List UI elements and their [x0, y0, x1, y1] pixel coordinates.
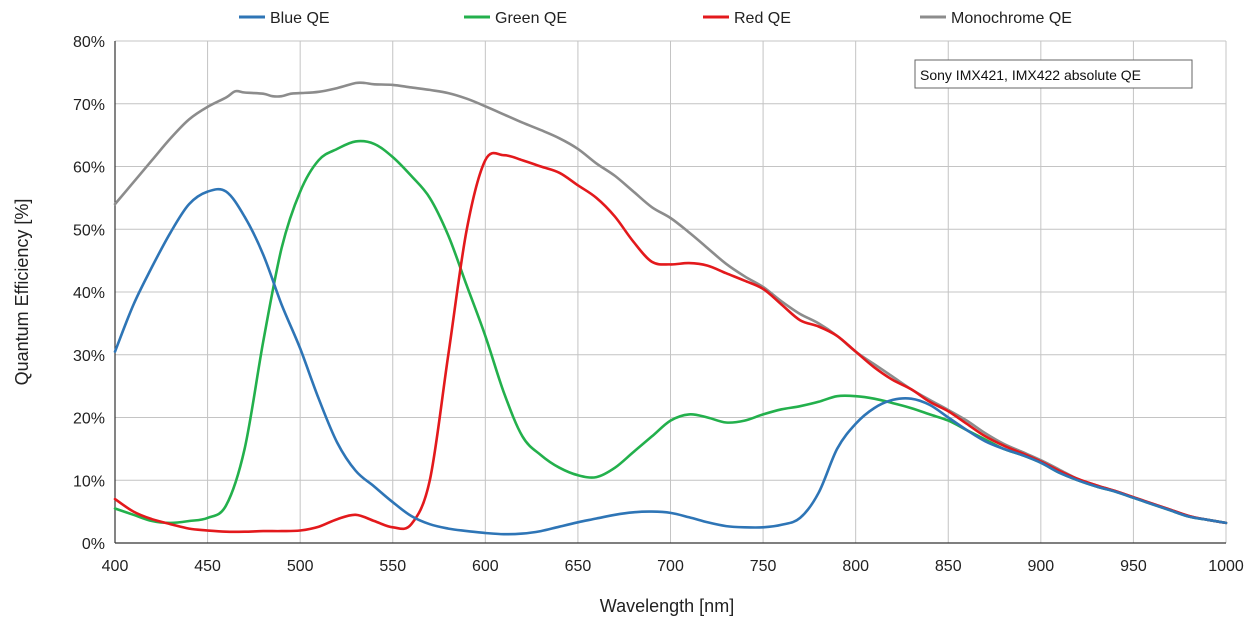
x-tick-label: 550 — [379, 558, 406, 575]
legend-label: Blue QE — [270, 10, 330, 27]
y-tick-label: 30% — [73, 348, 105, 365]
y-tick-label: 50% — [73, 222, 105, 239]
x-tick-label: 850 — [935, 558, 962, 575]
legend: Blue QE Green QE Red QE Monochrome QE — [239, 10, 1072, 27]
x-tick-label: 800 — [842, 558, 869, 575]
x-tick-label: 900 — [1027, 558, 1054, 575]
y-tick-labels: 0% 10% 20% 30% 40% 50% 60% 70% 80% — [73, 34, 105, 553]
y-axis-title: Quantum Efficiency [%] — [12, 199, 32, 386]
legend-item-red-qe: Red QE — [703, 10, 791, 27]
y-tick-label: 80% — [73, 34, 105, 51]
x-tick-label: 500 — [287, 558, 314, 575]
y-tick-label: 70% — [73, 97, 105, 114]
y-tick-label: 10% — [73, 473, 105, 490]
series-line-blue-qe — [113, 187, 1228, 536]
annotation-text: Sony IMX421, IMX422 absolute QE — [920, 67, 1141, 83]
x-tick-label: 1000 — [1208, 558, 1244, 575]
y-tick-label: 20% — [73, 411, 105, 428]
x-tick-label: 700 — [657, 558, 684, 575]
x-tick-label: 950 — [1120, 558, 1147, 575]
y-tick-label: 40% — [73, 285, 105, 302]
legend-item-green-qe: Green QE — [464, 10, 567, 27]
y-tick-label: 60% — [73, 160, 105, 177]
legend-label: Green QE — [495, 10, 567, 27]
legend-label: Red QE — [734, 10, 791, 27]
x-tick-label: 650 — [565, 558, 592, 575]
x-tick-label: 450 — [194, 558, 221, 575]
legend-item-blue-qe: Blue QE — [239, 10, 330, 27]
x-axis-title: Wavelength [nm] — [600, 596, 734, 616]
x-tick-labels: 400 450 500 550 600 650 700 750 800 850 900 950 1000 — [102, 558, 1244, 575]
grid — [114, 40, 1227, 544]
x-tick-label: 400 — [102, 558, 129, 575]
legend-item-monochrome-qe: Monochrome QE — [920, 10, 1072, 27]
series-lines — [113, 81, 1228, 536]
x-tick-label: 600 — [472, 558, 499, 575]
legend-label: Monochrome QE — [951, 10, 1072, 27]
x-tick-label: 750 — [750, 558, 777, 575]
annotation-box: Sony IMX421, IMX422 absolute QE — [914, 59, 1193, 89]
y-tick-label: 0% — [82, 536, 105, 553]
